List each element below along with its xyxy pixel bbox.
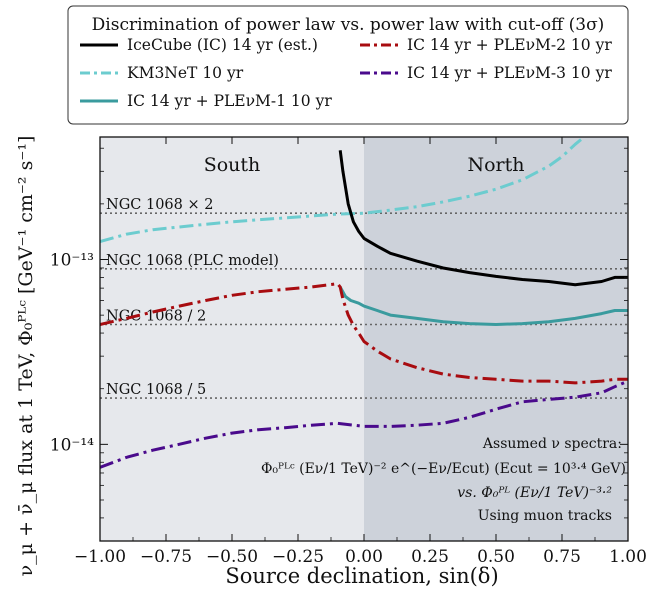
legend-label: IceCube (IC) 14 yr (est.)	[127, 36, 318, 54]
x-axis-ticks: −1.00 −0.75 −0.50 −0.25 0.00 0.25 0.50 0.75 1.00	[74, 137, 647, 567]
region-label-south: South	[204, 154, 261, 176]
y-tick-label: 10⁻¹³	[50, 251, 94, 271]
series-line	[338, 150, 628, 287]
legend-label: KM3NeT 10 yr	[127, 64, 244, 82]
y-axis-ticks: 10⁻¹³ 10⁻¹⁴	[50, 147, 628, 542]
reference-line-label: NGC 1068 × 2	[106, 197, 213, 213]
declination-regions: South North	[100, 137, 628, 541]
region-north	[364, 137, 628, 541]
legend-box	[67, 5, 629, 125]
annotation-line-3: vs. Φ₀ᴾᴸ (Eν/1 TeV)⁻³·²	[457, 485, 612, 501]
x-tick-label: 0.75	[543, 547, 581, 567]
region-label-north: North	[467, 154, 524, 176]
legend: Discrimination of power law vs. power la…	[67, 5, 629, 125]
x-tick-label: −1.00	[74, 547, 126, 567]
annotation-line-1: Assumed ν spectra:	[482, 436, 622, 452]
legend-label: IC 14 yr + PLEνM-1 10 yr	[127, 92, 332, 110]
annotation-line-2: Φ₀ᴾᴸᶜ (Eν/1 TeV)⁻² e^(−Eν/Ecut) (Ecut = …	[261, 461, 626, 477]
x-tick-label: 0.00	[345, 547, 383, 567]
series-line	[338, 286, 628, 326]
region-south	[100, 137, 364, 541]
x-tick-label: 0.25	[411, 547, 449, 567]
reference-line-label: NGC 1068 / 5	[106, 382, 206, 398]
x-tick-label: −0.50	[206, 547, 258, 567]
legend-label: IC 14 yr + PLEνM-3 10 yr	[407, 64, 612, 82]
y-tick-label: 10⁻¹⁴	[50, 435, 94, 455]
annotation-line-4: Using muon tracks	[478, 508, 612, 524]
legend-title: Discrimination of power law vs. power la…	[92, 15, 605, 35]
x-tick-label: −0.75	[140, 547, 192, 567]
x-axis-label: Source declination, sin(δ)	[225, 564, 498, 588]
reference-line-label: NGC 1068 (PLC model)	[106, 253, 279, 269]
x-tick-label: 0.50	[477, 547, 515, 567]
legend-items: IceCube (IC) 14 yr (est.) KM3NeT 10 yr IC …	[80, 36, 612, 110]
series-line	[100, 137, 587, 244]
series-line	[100, 282, 628, 385]
legend-label: IC 14 yr + PLEνM-2 10 yr	[407, 36, 612, 54]
x-tick-label: −0.25	[272, 547, 324, 567]
assumption-annotation: Assumed ν spectra: Φ₀ᴾᴸᶜ (Eν/1 TeV)⁻² e^…	[261, 436, 626, 524]
y-axis-label: ν_μ + ν̄_μ flux at 1 TeV, Φ₀ᴾᴸᶜ [GeV⁻¹ c…	[15, 136, 37, 577]
reference-line-label: NGC 1068 / 2	[106, 309, 206, 325]
reference-lines: NGC 1068 × 2 NGC 1068 (PLC model) NGC 1068…	[100, 197, 628, 399]
x-tick-label: 1.00	[609, 547, 647, 567]
series-lines	[100, 137, 628, 469]
series-line	[100, 379, 628, 469]
